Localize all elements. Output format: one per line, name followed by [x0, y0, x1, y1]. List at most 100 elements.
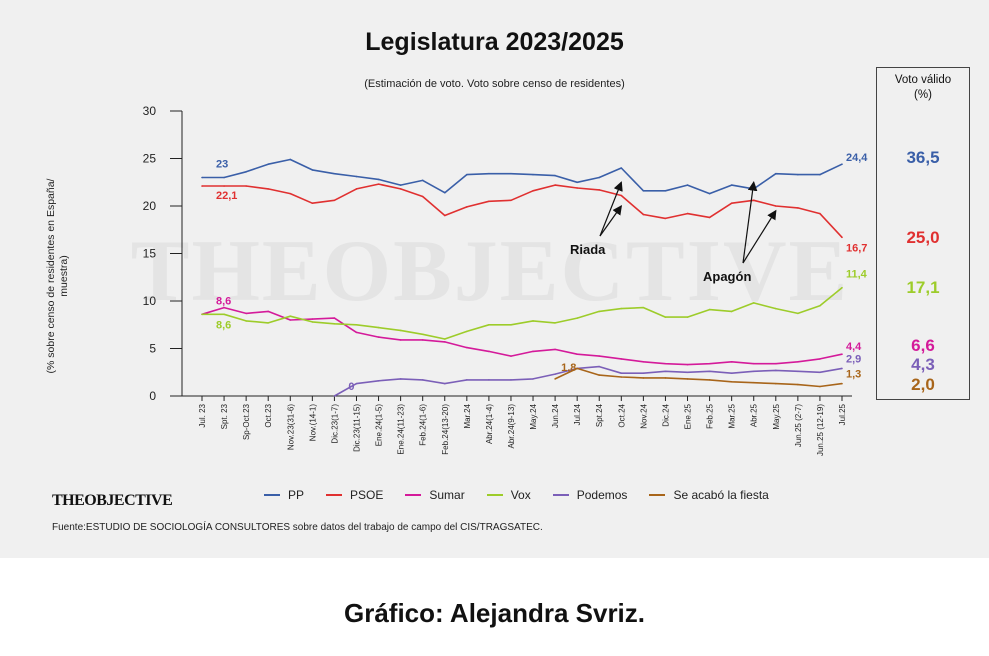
data-point-se-acabo-la-fiesta	[797, 383, 799, 386]
data-label-se-acabo-la-fiesta: 1,3	[846, 369, 861, 381]
x-tick-label: Spt. 23	[220, 403, 229, 429]
data-point-psoe	[201, 185, 203, 187]
data-point-vox	[774, 307, 777, 310]
data-point-pp	[554, 174, 556, 177]
data-label-se-acabo-la-fiesta: 1,8	[561, 362, 576, 374]
data-point-pp	[245, 171, 247, 173]
data-point-podemos	[488, 379, 490, 381]
data-point-sumar	[399, 339, 402, 341]
data-point-se-acabo-la-fiesta	[664, 377, 667, 379]
data-point-pp	[466, 173, 468, 176]
data-point-psoe	[488, 200, 490, 203]
data-point-psoe	[443, 214, 446, 217]
data-point-sumar	[488, 350, 490, 353]
series-line-podemos	[334, 365, 843, 397]
data-point-vox	[819, 304, 821, 307]
x-tick-label: Jun.25 (12-19)	[816, 404, 825, 456]
legend-label-psoe: PSOE	[350, 488, 384, 502]
valid-vote-panel: Voto válido (%) 36,5 25,0 17,1 6,6 4,3 2…	[876, 67, 970, 400]
data-point-vox	[797, 312, 799, 315]
data-point-psoe	[399, 188, 402, 190]
data-point-pp	[443, 191, 446, 194]
series-line-vox	[202, 287, 843, 340]
data-point-psoe	[355, 188, 358, 190]
data-point-pp	[774, 172, 777, 175]
data-point-vox	[664, 316, 667, 318]
chart-canvas: THEOBJECTIVE 0 5 10 15 20 25 30 Jul. 23 Spt. 23 S…	[131, 104, 869, 456]
data-point-podemos	[532, 378, 534, 380]
data-point-sumar	[841, 353, 843, 356]
chart-card	[0, 0, 989, 558]
legend-swatch-psoe	[326, 494, 343, 496]
data-point-podemos	[686, 371, 689, 374]
data-point-podemos	[819, 371, 821, 374]
data-point-podemos	[377, 380, 380, 382]
data-point-pp	[267, 163, 270, 165]
data-point-se-acabo-la-fiesta	[620, 376, 623, 378]
legend-label-sumar: Sumar	[429, 488, 465, 502]
y-tick-label: 25	[143, 152, 157, 166]
y-tick-label: 15	[143, 247, 157, 261]
data-point-psoe	[774, 205, 777, 207]
x-tick-label: Feb.25	[706, 403, 715, 428]
data-point-psoe	[797, 207, 799, 209]
data-point-sumar	[576, 353, 578, 356]
legend-label-vox: Vox	[510, 488, 531, 502]
data-point-podemos	[841, 367, 843, 370]
data-point-vox	[289, 315, 292, 318]
data-point-podemos	[554, 373, 556, 375]
data-point-podemos	[421, 379, 424, 381]
data-point-psoe	[708, 216, 711, 219]
data-point-pp	[421, 179, 424, 182]
data-point-pp	[532, 173, 534, 176]
data-point-vox	[598, 310, 601, 313]
data-point-psoe	[245, 185, 247, 187]
legend-label-salf: Se acabó la fiesta	[673, 488, 769, 502]
data-point-vox	[355, 323, 358, 326]
legend-item-pp: PP	[264, 488, 304, 502]
legend-label-pp: PP	[288, 488, 305, 502]
data-point-pp	[355, 175, 358, 178]
data-point-se-acabo-la-fiesta	[774, 382, 777, 385]
x-tick-label: Oct.24	[617, 403, 626, 427]
data-point-psoe	[819, 212, 821, 215]
legend-item-salf: Se acabó la fiesta	[649, 488, 769, 502]
data-point-vox	[620, 307, 623, 310]
data-point-vox	[421, 333, 424, 336]
data-point-pp	[642, 190, 645, 192]
x-tick-label: Dic.23(1-7)	[330, 404, 339, 444]
valid-vote-psoe: 25,0	[906, 228, 940, 247]
x-tick-label: Ene.25	[684, 403, 693, 429]
data-point-sumar	[752, 362, 755, 365]
data-point-pp	[311, 169, 314, 171]
data-point-pp	[686, 184, 689, 186]
x-tick-label: Jul.24	[573, 403, 582, 425]
data-point-se-acabo-la-fiesta	[642, 377, 645, 379]
data-point-vox	[443, 338, 446, 340]
data-label-sumar: 8,6	[216, 295, 231, 307]
data-point-podemos	[598, 365, 601, 368]
data-point-psoe	[510, 199, 512, 202]
annotation-arrow	[742, 181, 758, 264]
x-tick-label: Nov.24	[639, 403, 648, 428]
data-point-sumar	[333, 317, 336, 319]
data-point-psoe	[532, 190, 534, 192]
legend-swatch-podemos	[552, 494, 569, 496]
data-point-psoe	[267, 188, 270, 190]
data-point-vox	[245, 320, 247, 322]
data-point-sumar	[267, 310, 270, 313]
data-point-vox	[708, 308, 711, 311]
data-point-podemos	[466, 379, 468, 381]
data-point-sumar	[421, 339, 424, 341]
data-point-sumar	[686, 363, 689, 366]
x-tick-label: Dic.23(11-15)	[352, 404, 361, 452]
x-tick-label: Mar.24	[463, 403, 472, 428]
legend-item-sumar: Sumar	[405, 488, 465, 502]
data-point-sumar	[510, 355, 512, 357]
y-tick-label: 5	[149, 342, 156, 356]
data-point-psoe	[333, 199, 336, 202]
data-label-pp: 23	[216, 159, 228, 171]
data-point-sumar	[708, 362, 711, 365]
annotation-riada: Riada	[570, 242, 606, 257]
data-point-podemos	[620, 372, 623, 375]
